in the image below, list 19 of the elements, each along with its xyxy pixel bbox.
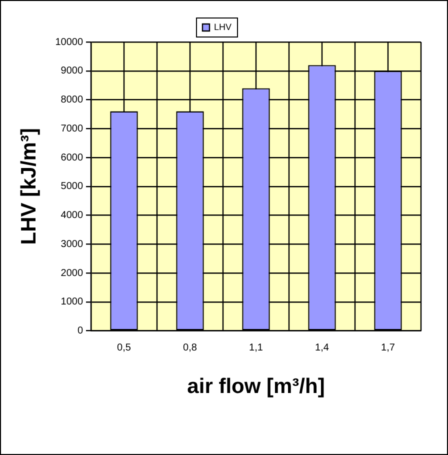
x-tick-label: 1,7 xyxy=(381,342,396,354)
y-tick-label: 6000 xyxy=(60,152,84,164)
y-tick-label: 0 xyxy=(77,326,84,337)
y-tick-label: 2000 xyxy=(60,268,84,279)
y-tick-label: 5000 xyxy=(60,181,84,192)
y-tick-label: 7000 xyxy=(60,123,84,134)
y-tick-label: 10000 xyxy=(55,36,84,48)
y-axis-title: LHV [kJ/m³] xyxy=(17,128,40,245)
y-tick-label: 8000 xyxy=(60,94,84,106)
legend-label: LHV xyxy=(214,22,232,32)
y-tick-label: 3000 xyxy=(60,238,84,250)
x-tick-label: 1,1 xyxy=(249,342,264,354)
x-axis-title: air flow [m³/h] xyxy=(187,375,325,398)
x-tick-label: 1,4 xyxy=(315,342,330,354)
y-tick-label: 9000 xyxy=(60,66,84,77)
y-tick-label: 4000 xyxy=(60,210,84,222)
x-tick-label: 0,5 xyxy=(117,342,132,354)
x-tick-label: 0,8 xyxy=(183,342,198,354)
y-tick-label: 1000 xyxy=(60,296,84,308)
